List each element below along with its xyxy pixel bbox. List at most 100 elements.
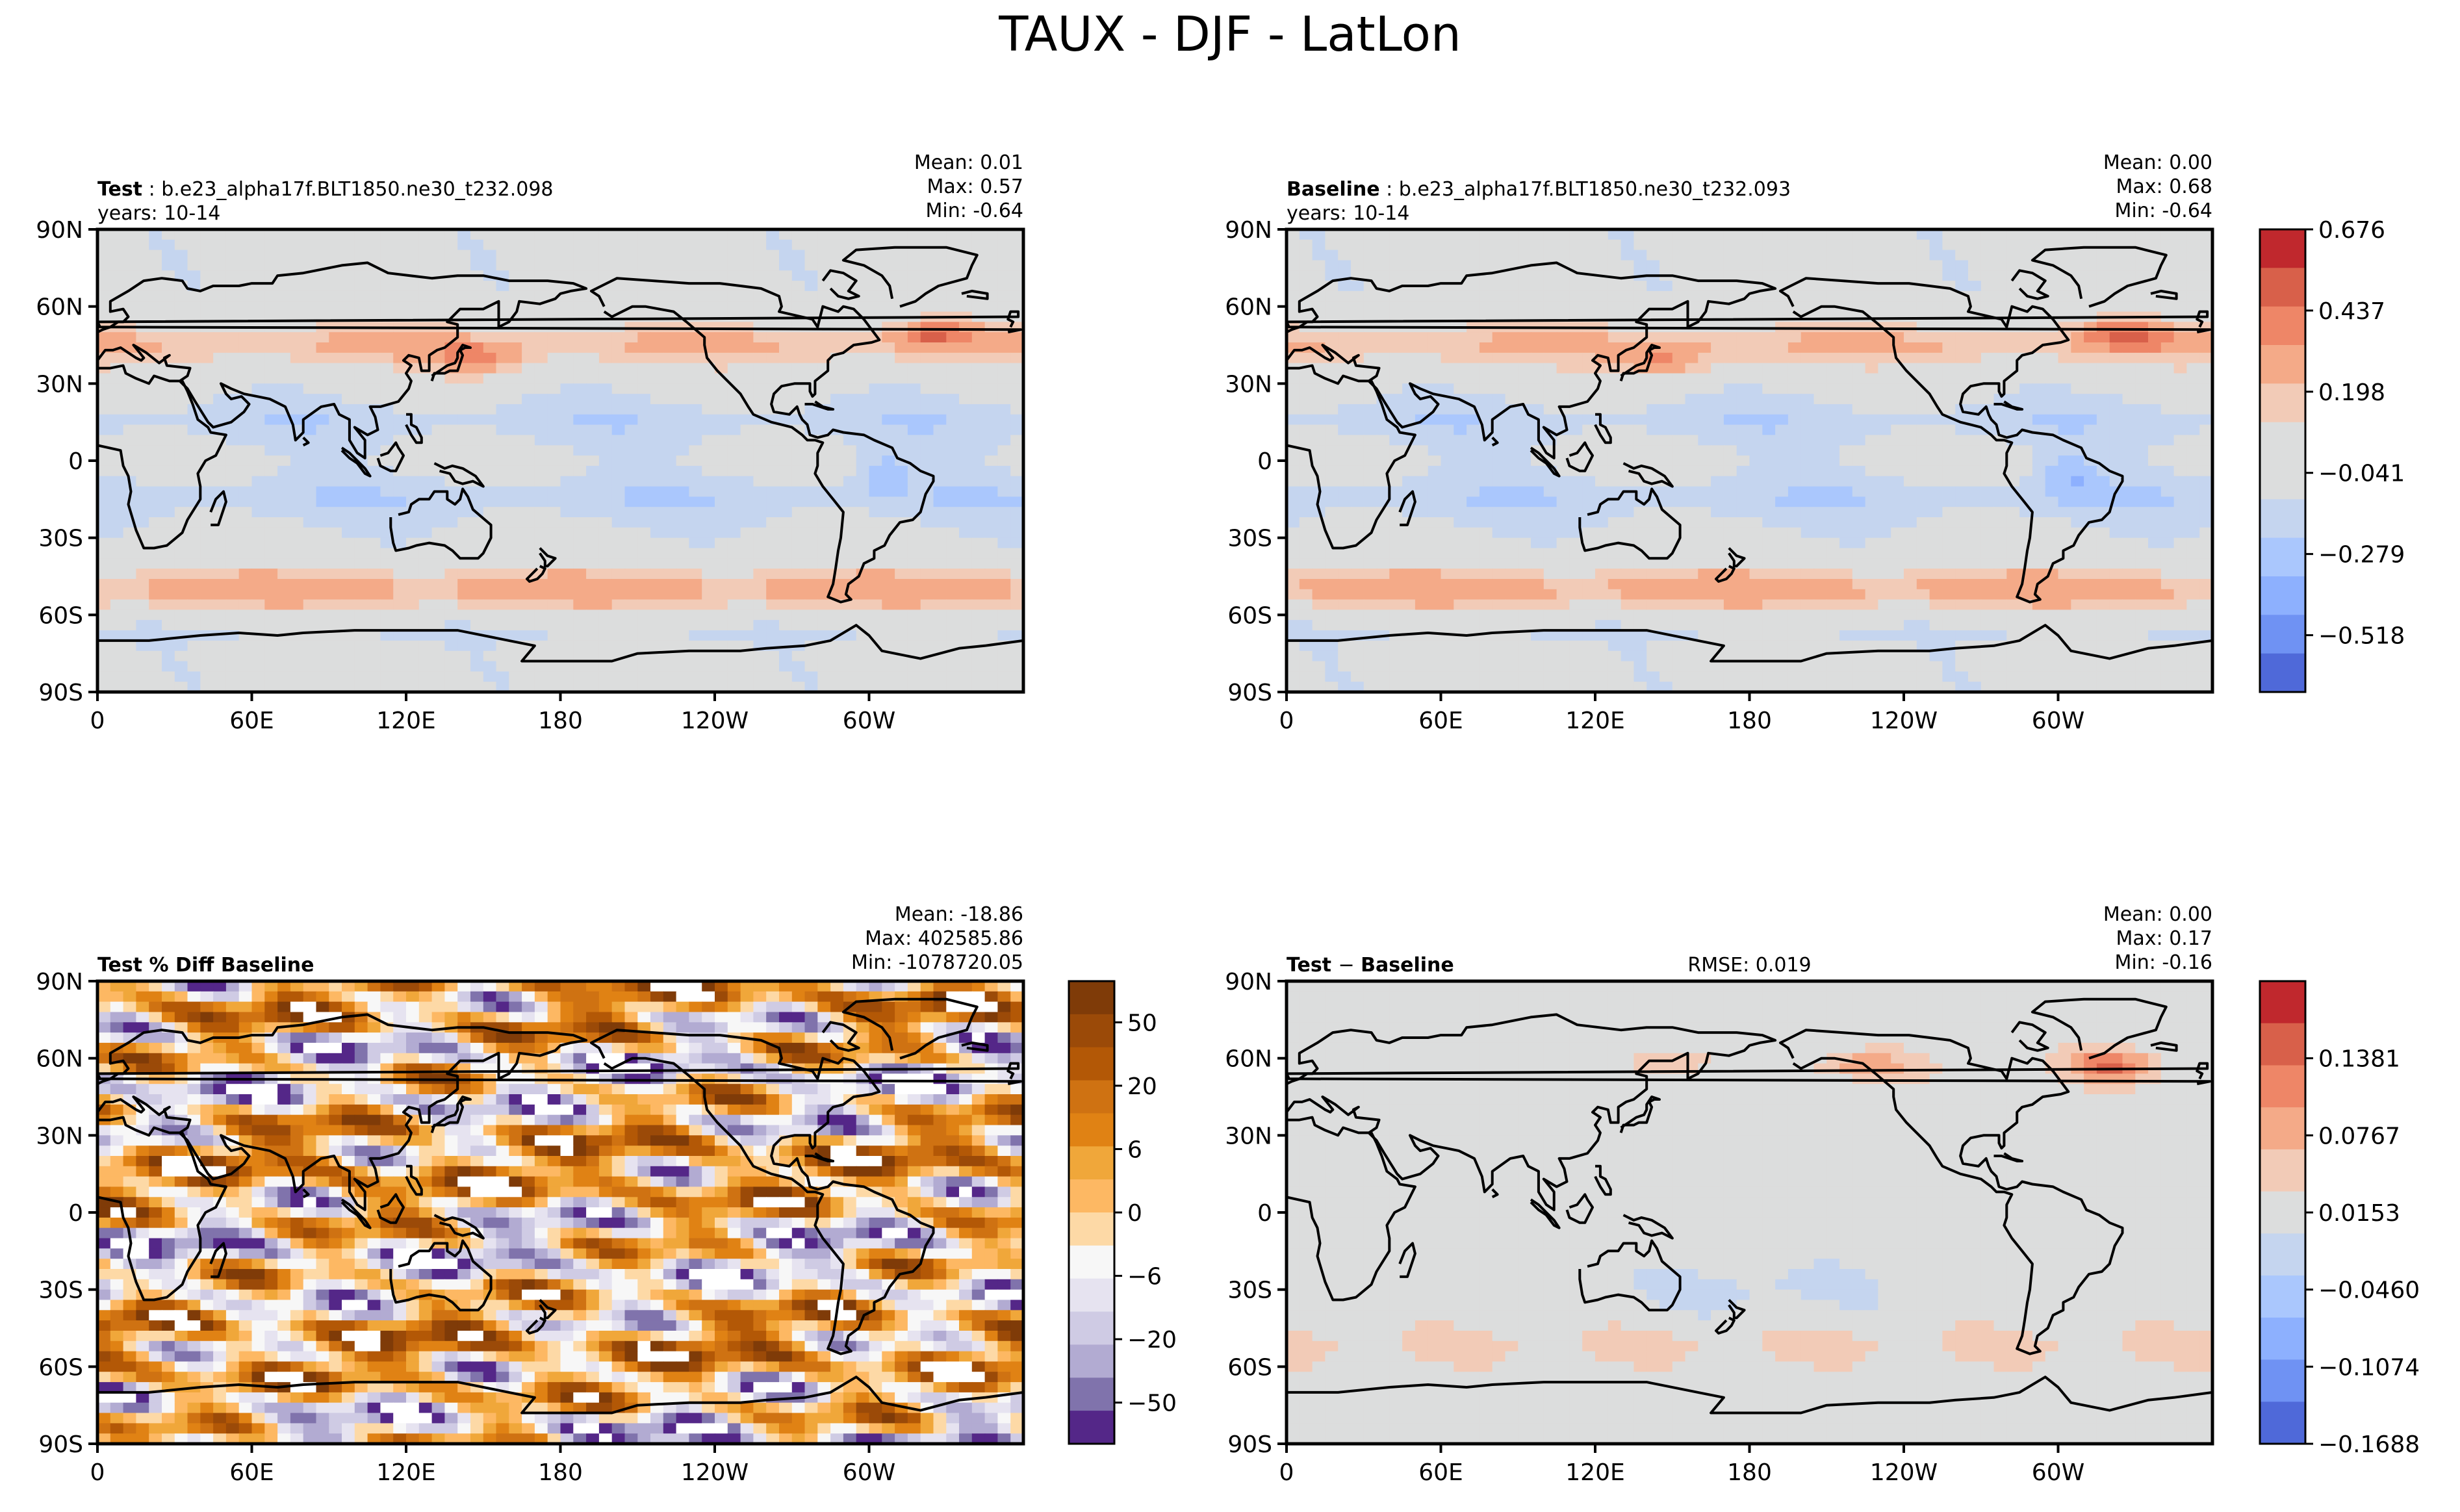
figure-title: TAUX - DJF - LatLon (999, 6, 1461, 62)
colorbar-tick-label: 0.198 (2318, 379, 2385, 406)
y-tick-label: 30S (38, 526, 83, 552)
coastline (1715, 1316, 1736, 1335)
coastline (2031, 246, 2168, 308)
colorbar-swatch (1069, 1278, 1114, 1313)
coastline (389, 487, 493, 560)
y-tick-label: 60S (38, 602, 83, 629)
coastline (1578, 1239, 1682, 1312)
coastline (97, 261, 588, 459)
coastline (1287, 1116, 1416, 1301)
stat-line: Min: -0.64 (2115, 199, 2213, 222)
coastline (590, 277, 935, 604)
x-tick-label: 60E (1418, 1459, 1463, 1486)
panel-title: Baseline : b.e23_alpha17f.BLT1850.ne30_t… (1287, 178, 1791, 201)
coastline (526, 1316, 546, 1335)
coastline (405, 1164, 423, 1196)
coastline (1287, 1376, 2212, 1415)
x-tick-label: 120E (1565, 708, 1624, 734)
colorbar-swatch (1069, 1344, 1114, 1378)
colorbar-pctdiff: 50 20 6 0 −6 −20 −50 (1068, 980, 1177, 1445)
coastline (433, 462, 485, 488)
colorbar-tick-label: 0.437 (2318, 298, 2385, 325)
y-tick-label: 30N (1225, 1123, 1272, 1149)
colorbar-diff: 0.1381 0.0767 0.0153 −0.0460 −0.1074 −0.1688 (2259, 980, 2420, 1458)
coastline (1287, 1013, 1777, 1211)
coastline (841, 246, 979, 308)
coastline (1594, 1164, 1612, 1196)
coastline (1622, 462, 1674, 488)
coastline (1398, 490, 1416, 526)
x-tick-label: 60E (1418, 708, 1463, 734)
coastline (1594, 413, 1612, 444)
colorbar-tick-label: 50 (1127, 1010, 1157, 1036)
stat-line: Mean: 0.01 (914, 151, 1023, 174)
coastline (405, 413, 423, 444)
x-tick-label: 120W (1870, 1459, 1938, 1486)
map-panel-pctdiff: 0 60E 120E 180 120W 60W 90N 60N 30N 0 30S 60S 90S Mea… (36, 903, 1025, 1486)
colorbar-swatch (2260, 1191, 2305, 1234)
coastline (1491, 436, 1499, 447)
coastlines-baseline (1287, 246, 2212, 663)
x-tick-label: 60W (2032, 708, 2084, 734)
y-tick-label: 0 (1257, 448, 1272, 475)
y-tick-label: 60S (38, 1354, 83, 1381)
coastline (302, 436, 310, 447)
y-tick-label: 60S (1227, 602, 1272, 629)
coastline (961, 1041, 989, 1052)
coastline (209, 490, 227, 526)
coastline (804, 1152, 835, 1162)
coastline (2010, 1021, 2049, 1052)
y-tick-label: 0 (1257, 1200, 1272, 1227)
x-tick-label: 120W (1870, 708, 1938, 734)
coastline (340, 1198, 372, 1229)
colorbar-swatch (2260, 1149, 2305, 1192)
coastline (1619, 344, 1661, 382)
y-tick-label: 30N (36, 371, 83, 398)
x-tick-label: 60W (843, 708, 895, 734)
y-tick-label: 90N (36, 217, 83, 244)
map-panel-diff: 0 60E 120E 180 120W 60W 90N 60N 30N 0 30S 60S 90S Mea… (1225, 903, 2214, 1486)
colorbar-swatch (2260, 306, 2305, 346)
colorbar-swatch (2260, 383, 2305, 423)
coastlines-diff (1287, 997, 2212, 1415)
coastline (1530, 446, 1561, 478)
colorbar-swatch (2260, 653, 2305, 693)
colorbar-swatch (1069, 1212, 1114, 1246)
stat-line: Max: 0.68 (2116, 175, 2212, 198)
field-pctdiff (97, 981, 1023, 1444)
colorbar-tick-label: 0.1381 (2318, 1046, 2400, 1073)
coastline (340, 446, 372, 478)
coastline (1619, 1096, 1661, 1134)
coastline (2031, 997, 2168, 1060)
coastline (821, 269, 860, 300)
panel-title: Test % Diff Baseline (97, 954, 314, 977)
colorbar-swatch (1069, 1047, 1114, 1081)
colorbar-swatch (1069, 981, 1114, 1015)
colorbar-swatch (2260, 1359, 2305, 1402)
coastline (1993, 1152, 2024, 1162)
panel-subtitle: years: 10-14 (97, 202, 220, 225)
colorbar-tick-label: 0 (1127, 1200, 1142, 1227)
coastline (539, 547, 557, 568)
y-tick-label: 60N (36, 1046, 83, 1073)
x-tick-label: 60W (2032, 1459, 2084, 1486)
stat-line: Min: -1078720.05 (851, 951, 1023, 974)
coastline (1287, 624, 2212, 663)
x-tick-label: 180 (1727, 1459, 1772, 1486)
coastline (97, 1376, 1023, 1415)
colorbar-swatch (2260, 1275, 2305, 1318)
x-tick-label: 60E (229, 1459, 274, 1486)
x-tick-label: 0 (1279, 708, 1294, 734)
y-tick-label: 30S (1227, 526, 1272, 552)
stat-line: Mean: 0.00 (2103, 151, 2212, 174)
colorbar-swatch (2260, 229, 2305, 268)
panel-subtitle: years: 10-14 (1287, 202, 1409, 225)
colorbar-frame (2259, 228, 2307, 693)
coastline (430, 1096, 472, 1134)
coastline (209, 1242, 227, 1278)
coastline (1287, 310, 2211, 334)
coastline (1779, 1029, 2124, 1355)
x-tick-label: 60E (229, 708, 274, 734)
coastline (97, 1013, 588, 1211)
y-tick-label: 90S (1227, 680, 1272, 706)
